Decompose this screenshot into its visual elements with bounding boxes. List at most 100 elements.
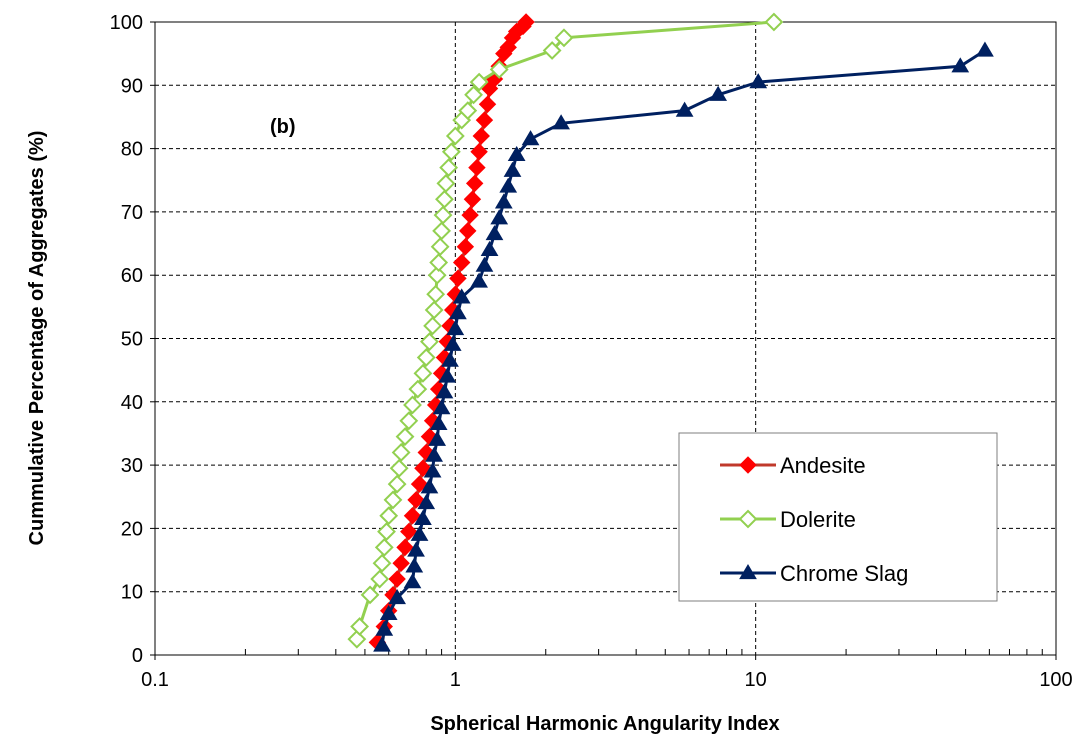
data-point — [465, 174, 484, 193]
data-point — [449, 269, 467, 288]
legend-items: Andesite Dolerite Chrome Slag — [720, 453, 908, 586]
data-point — [383, 490, 403, 510]
data-point — [375, 620, 394, 636]
legend-item: Chrome Slag — [720, 561, 908, 586]
data-point — [350, 617, 370, 636]
data-point — [416, 348, 436, 367]
data-point — [470, 143, 488, 161]
data-point — [423, 316, 443, 336]
panel-annotation: (b) — [270, 116, 296, 138]
data-point — [430, 237, 450, 257]
data-point — [427, 265, 447, 285]
legend-label: Andesite — [780, 453, 866, 478]
data-point — [408, 379, 428, 399]
x-tick-label: 0.1 — [141, 669, 169, 691]
data-point — [392, 554, 410, 572]
data-point — [423, 462, 442, 478]
legend-marker — [738, 509, 758, 529]
legend-marker — [739, 564, 757, 580]
series-layer — [347, 12, 994, 652]
x-tick-label: 10 — [745, 669, 767, 691]
x-axis-ticks: 0.1 1 10 100 — [141, 655, 1073, 691]
data-point — [475, 256, 494, 272]
y-axis-title: Cummulative Percentage of Aggregates (%) — [26, 131, 48, 546]
data-point — [499, 177, 518, 193]
data-point — [478, 95, 497, 113]
data-point — [417, 494, 436, 510]
data-point — [396, 538, 414, 557]
data-point — [400, 522, 418, 541]
data-point — [432, 221, 452, 241]
legend-item: Andesite — [720, 453, 866, 478]
data-point — [456, 238, 475, 256]
data-point — [480, 240, 499, 256]
series-dolerite — [347, 12, 784, 649]
data-point — [503, 161, 522, 177]
series-chrome-slag — [373, 41, 994, 652]
data-point — [441, 351, 459, 367]
data-point — [410, 475, 429, 493]
data-point — [521, 130, 540, 146]
data-point — [403, 507, 422, 525]
data-point — [377, 522, 396, 541]
y-axis-ticks: 0 10 20 30 40 50 60 70 80 90 100 — [110, 12, 155, 667]
data-point — [373, 636, 391, 652]
data-point — [435, 383, 454, 399]
data-point — [458, 101, 478, 121]
data-point — [433, 205, 453, 225]
y-tick-label: 10 — [121, 582, 143, 604]
data-point — [436, 174, 456, 193]
data-point — [414, 509, 432, 526]
data-point — [489, 60, 509, 79]
data-point — [370, 569, 390, 589]
data-point — [764, 12, 784, 32]
data-point — [407, 541, 425, 557]
data-point — [407, 491, 425, 509]
data-point — [675, 101, 694, 117]
data-point — [470, 272, 488, 288]
data-point — [438, 367, 457, 383]
y-tick-label: 20 — [121, 518, 143, 540]
data-point — [449, 304, 467, 320]
data-point — [475, 111, 494, 129]
legend-item: Dolerite — [720, 507, 856, 532]
data-point — [469, 72, 489, 92]
y-tick-label: 50 — [121, 329, 143, 351]
data-point — [424, 300, 444, 320]
data-point — [360, 585, 380, 605]
data-point — [951, 57, 970, 73]
legend-label: Dolerite — [780, 507, 856, 532]
data-point — [441, 142, 461, 162]
data-point — [413, 363, 433, 383]
data-point — [443, 335, 462, 351]
y-tick-label: 100 — [110, 12, 143, 34]
y-tick-label: 80 — [121, 139, 143, 161]
x-tick-label: 1 — [450, 669, 461, 691]
data-point — [494, 193, 513, 209]
y-tick-label: 90 — [121, 75, 143, 97]
data-point — [485, 225, 504, 241]
data-point — [542, 41, 562, 60]
y-tick-label: 30 — [121, 455, 143, 477]
data-point — [403, 573, 422, 589]
data-point — [464, 85, 483, 105]
data-point — [426, 284, 446, 304]
data-point — [452, 253, 471, 272]
data-point — [403, 395, 422, 415]
data-point — [472, 127, 490, 145]
data-point — [507, 145, 526, 162]
legend-label: Chrome Slag — [780, 561, 908, 586]
data-point — [387, 474, 407, 494]
data-point — [420, 478, 439, 494]
data-point — [461, 206, 479, 224]
data-point — [391, 443, 411, 462]
data-point — [463, 190, 482, 208]
data-point — [379, 506, 399, 526]
data-point — [435, 189, 454, 209]
data-point — [552, 114, 570, 130]
data-point — [388, 589, 406, 605]
data-point — [405, 557, 424, 573]
data-point — [429, 414, 448, 431]
data-point — [389, 458, 409, 478]
data-point — [452, 288, 471, 304]
